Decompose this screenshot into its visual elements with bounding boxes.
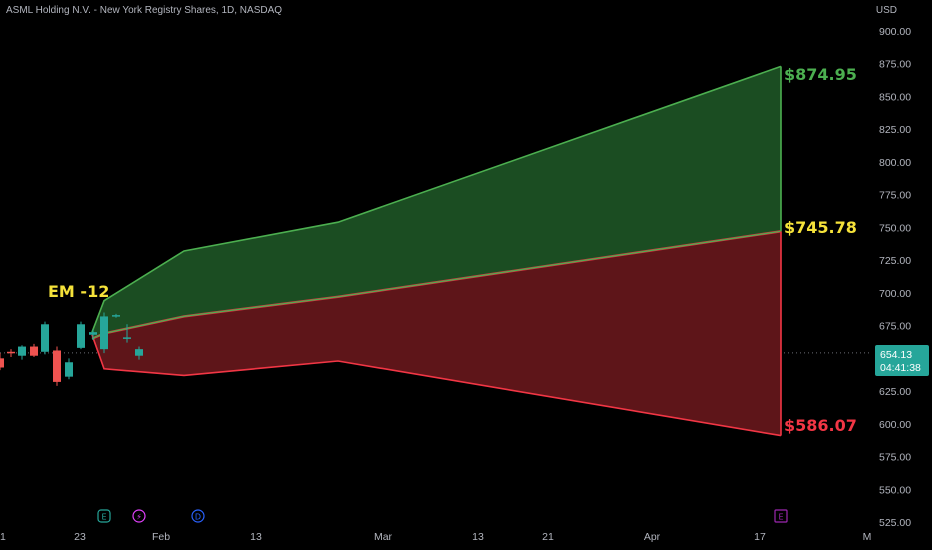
marker-label: ⚡ xyxy=(136,513,142,522)
candle xyxy=(100,312,108,354)
marker-badge xyxy=(132,509,146,523)
candle-body xyxy=(77,324,85,348)
dividend-marker: D xyxy=(191,509,205,523)
x-tick-label: 1 xyxy=(0,531,6,543)
y-tick-label: 600.00 xyxy=(879,419,911,431)
candle-body xyxy=(7,351,15,354)
countdown-timer: 04:41:38 xyxy=(880,362,921,374)
candle xyxy=(30,343,38,358)
candle xyxy=(123,324,131,343)
marker-label: E xyxy=(101,513,106,522)
upper-projection-area xyxy=(92,66,781,339)
current-price-value: 654.13 xyxy=(880,349,912,361)
candle-body xyxy=(30,346,38,356)
y-tick-label: 700.00 xyxy=(879,288,911,300)
candle-body xyxy=(112,315,120,317)
x-tick-label: 17 xyxy=(754,531,766,543)
marker-badge xyxy=(191,509,205,523)
candle xyxy=(77,321,85,350)
y-tick-label: 725.00 xyxy=(879,255,911,267)
upper-target-label: $874.95 xyxy=(784,65,857,84)
y-tick-label: 875.00 xyxy=(879,59,911,71)
candle-body xyxy=(135,349,143,356)
candle-body xyxy=(41,324,49,352)
y-tick-label: 625.00 xyxy=(879,386,911,398)
y-tick-label: 575.00 xyxy=(879,452,911,464)
candle xyxy=(53,346,61,386)
x-tick-label: 23 xyxy=(74,531,86,543)
y-tick-label: 550.00 xyxy=(879,484,911,496)
candle-body xyxy=(65,362,73,377)
lower-projection-line xyxy=(91,334,782,437)
y-tick-label: 825.00 xyxy=(879,124,911,136)
middle-target-label: $745.78 xyxy=(784,218,857,237)
candle xyxy=(135,346,143,360)
x-tick-label: Mar xyxy=(374,531,393,543)
candle xyxy=(0,353,4,371)
y-tick-label: 775.00 xyxy=(879,190,911,202)
future-earnings-marker: E xyxy=(774,509,788,523)
y-tick-label: 750.00 xyxy=(879,222,911,234)
marker-label: E xyxy=(778,513,783,522)
candle-body xyxy=(0,358,4,368)
marker-badge xyxy=(774,509,788,523)
y-tick-label: 900.00 xyxy=(879,26,911,38)
candle xyxy=(18,345,26,360)
candle xyxy=(41,321,49,355)
candle xyxy=(7,349,15,358)
x-tick-label: 13 xyxy=(472,531,484,543)
marker-label: D xyxy=(195,513,201,522)
x-tick-label: Feb xyxy=(152,531,170,543)
earnings-marker: E xyxy=(97,509,111,523)
x-tick-label: 21 xyxy=(542,531,554,543)
candle-body xyxy=(53,350,61,382)
candle-body xyxy=(18,346,26,356)
y-tick-label: 525.00 xyxy=(879,517,911,529)
lower-projection-area xyxy=(92,231,781,436)
x-tick-label: Apr xyxy=(644,531,661,543)
candle xyxy=(112,313,120,318)
x-tick-label: M xyxy=(863,531,872,543)
candle-body xyxy=(89,332,97,335)
em-label: EM -12 xyxy=(48,282,109,301)
y-tick-label: 850.00 xyxy=(879,91,911,103)
candle xyxy=(89,329,97,341)
split-marker: ⚡ xyxy=(132,509,146,523)
y-tick-label: 800.00 xyxy=(879,157,911,169)
currency-label: USD xyxy=(875,5,897,16)
candle-body xyxy=(123,337,131,339)
upper-projection-line xyxy=(91,65,782,333)
candle-body xyxy=(100,316,108,350)
y-tick-label: 675.00 xyxy=(879,321,911,333)
x-tick-label: 13 xyxy=(250,531,262,543)
candle xyxy=(65,358,73,380)
chart-title: ASML Holding N.V. - New York Registry Sh… xyxy=(6,5,283,16)
marker-badge xyxy=(97,509,111,523)
price-tag-bg xyxy=(875,345,929,376)
lower-target-label: $586.07 xyxy=(784,416,857,435)
